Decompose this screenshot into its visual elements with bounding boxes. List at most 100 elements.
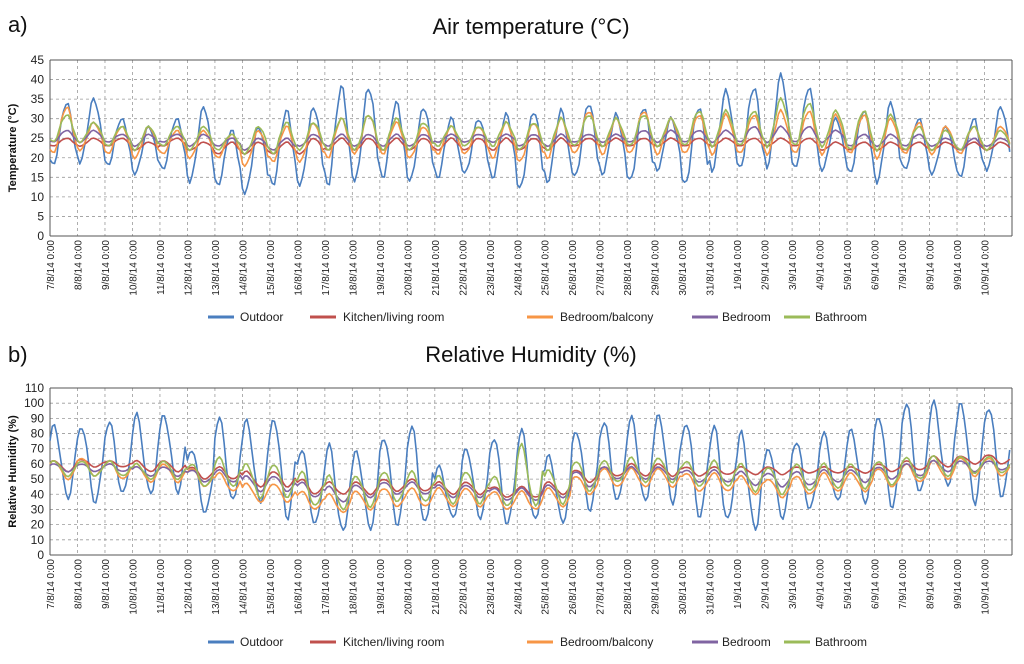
x-tick-label: 6/9/14 0:00	[871, 559, 882, 609]
y-tick-label: 40	[31, 487, 45, 501]
x-tick-label: 9/8/14 0:00	[101, 559, 112, 609]
y-tick-label: 70	[31, 442, 45, 456]
x-tick-label: 4/9/14 0:00	[816, 559, 827, 609]
x-tick-label: 15/8/14 0:00	[266, 240, 277, 296]
x-tick-label: 20/8/14 0:00	[403, 240, 414, 296]
y-tick-label: 0	[37, 229, 44, 243]
y-tick-label: 10	[31, 190, 45, 204]
x-tick-label: 12/8/14 0:00	[183, 559, 194, 615]
x-tick-label: 28/8/14 0:00	[623, 240, 634, 296]
x-tick-label: 13/8/14 0:00	[211, 559, 222, 615]
x-tick-label: 31/8/14 0:00	[706, 240, 717, 296]
x-tick-label: 10/9/14 0:00	[981, 559, 992, 615]
series-line-bathroom	[49, 442, 1011, 511]
y-tick-label: 50	[31, 472, 45, 486]
x-tick-label: 21/8/14 0:00	[431, 240, 442, 296]
legend-label: Bedroom	[722, 635, 771, 649]
series-line-kitchen-living-room	[49, 137, 1011, 155]
x-tick-label: 5/9/14 0:00	[843, 559, 854, 609]
y-axis-label: Relative Humidity (%)	[7, 415, 19, 528]
x-tick-label: 27/8/14 0:00	[596, 240, 607, 296]
x-tick-label: 16/8/14 0:00	[293, 240, 304, 296]
x-tick-label: 18/8/14 0:00	[348, 559, 359, 615]
legend-label: Bedroom	[722, 310, 771, 324]
x-tick-label: 9/8/14 0:00	[101, 240, 112, 290]
x-tick-label: 30/8/14 0:00	[678, 240, 689, 296]
x-tick-label: 18/8/14 0:00	[348, 240, 359, 296]
x-tick-label: 1/9/14 0:00	[733, 240, 744, 290]
x-tick-label: 25/8/14 0:00	[541, 559, 552, 615]
legend-label: Bedroom/balcony	[560, 635, 653, 649]
x-tick-label: 23/8/14 0:00	[486, 240, 497, 296]
x-tick-label: 29/8/14 0:00	[651, 559, 662, 615]
series-line-bathroom	[49, 96, 1011, 156]
x-tick-label: 11/8/14 0:00	[156, 240, 167, 295]
x-tick-label: 22/8/14 0:00	[458, 559, 469, 615]
x-tick-label: 7/9/14 0:00	[898, 240, 909, 290]
panel-label: a)	[8, 12, 28, 37]
x-tick-label: 15/8/14 0:00	[266, 559, 277, 615]
x-tick-label: 4/9/14 0:00	[816, 240, 827, 290]
x-tick-label: 3/9/14 0:00	[788, 240, 799, 290]
series-line-bedroom	[49, 459, 1011, 503]
x-tick-label: 1/9/14 0:00	[733, 559, 744, 609]
y-tick-label: 80	[31, 427, 45, 441]
chart-title: Air temperature (°C)	[432, 14, 629, 39]
x-tick-label: 30/8/14 0:00	[678, 559, 689, 615]
x-tick-label: 24/8/14 0:00	[513, 240, 524, 296]
x-tick-label: 7/9/14 0:00	[898, 559, 909, 609]
x-tick-label: 12/8/14 0:00	[183, 240, 194, 296]
y-tick-label: 90	[31, 411, 45, 425]
x-tick-label: 31/8/14 0:00	[706, 559, 717, 615]
y-tick-label: 100	[24, 396, 44, 410]
y-tick-label: 15	[31, 170, 45, 184]
x-tick-label: 11/8/14 0:00	[156, 559, 167, 614]
x-tick-label: 10/9/14 0:00	[981, 240, 992, 296]
x-tick-label: 24/8/14 0:00	[513, 559, 524, 615]
x-tick-label: 26/8/14 0:00	[568, 559, 579, 615]
x-tick-label: 10/8/14 0:00	[128, 240, 139, 296]
x-tick-label: 14/8/14 0:00	[238, 240, 249, 296]
x-tick-label: 17/8/14 0:00	[321, 240, 332, 296]
x-tick-label: 29/8/14 0:00	[651, 240, 662, 296]
legend-label: Outdoor	[240, 310, 283, 324]
x-tick-label: 2/9/14 0:00	[761, 240, 772, 290]
x-tick-label: 8/9/14 0:00	[926, 240, 937, 290]
y-tick-label: 20	[31, 151, 45, 165]
x-tick-label: 9/9/14 0:00	[953, 240, 964, 290]
y-tick-label: 45	[31, 53, 45, 67]
x-tick-label: 14/8/14 0:00	[238, 559, 249, 615]
x-tick-label: 16/8/14 0:00	[293, 559, 304, 615]
x-tick-label: 10/8/14 0:00	[128, 559, 139, 615]
y-tick-label: 30	[31, 502, 45, 516]
x-tick-label: 7/8/14 0:00	[46, 240, 57, 290]
x-tick-label: 20/8/14 0:00	[403, 559, 414, 615]
series-line-bedroom-balcony	[49, 106, 1011, 168]
legend-label: Kitchen/living room	[343, 310, 444, 324]
x-tick-label: 9/9/14 0:00	[953, 559, 964, 609]
y-tick-label: 5	[37, 209, 44, 223]
x-tick-label: 8/9/14 0:00	[926, 559, 937, 609]
legend-label: Kitchen/living room	[343, 635, 444, 649]
series-line-kitchen-living-room	[49, 454, 1011, 498]
x-tick-label: 27/8/14 0:00	[596, 559, 607, 615]
y-tick-label: 20	[31, 518, 45, 532]
x-tick-label: 21/8/14 0:00	[431, 559, 442, 615]
y-tick-label: 60	[31, 457, 45, 471]
legend-label: Outdoor	[240, 635, 283, 649]
y-tick-label: 40	[31, 73, 45, 87]
x-tick-label: 28/8/14 0:00	[623, 559, 634, 615]
x-tick-label: 2/9/14 0:00	[761, 559, 772, 609]
legend-label: Bathroom	[815, 310, 867, 324]
x-tick-label: 23/8/14 0:00	[486, 559, 497, 615]
y-tick-label: 35	[31, 92, 45, 106]
x-tick-label: 5/9/14 0:00	[843, 240, 854, 290]
y-tick-label: 0	[37, 548, 44, 562]
x-tick-label: 6/9/14 0:00	[871, 240, 882, 290]
legend-label: Bathroom	[815, 635, 867, 649]
y-tick-label: 25	[31, 131, 45, 145]
legend-label: Bedroom/balcony	[560, 310, 653, 324]
y-tick-label: 110	[25, 381, 44, 395]
x-tick-label: 8/8/14 0:00	[73, 240, 84, 290]
